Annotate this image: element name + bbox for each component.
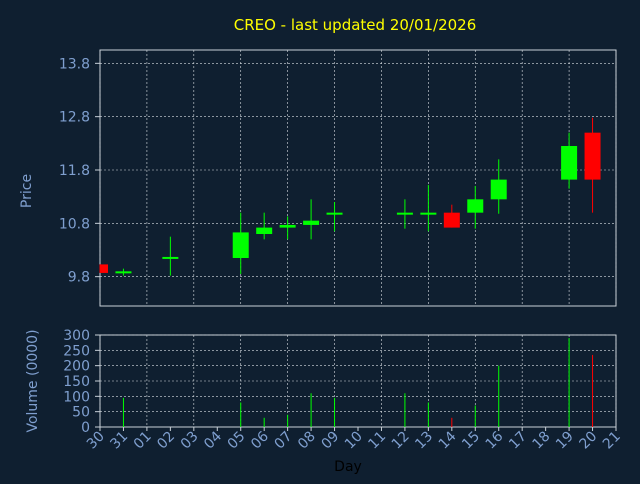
volume-tick-label: 50: [72, 405, 90, 421]
x-tick-label: 10: [342, 429, 366, 453]
x-tick-label: 16: [483, 428, 507, 452]
candle-body: [326, 212, 343, 215]
chart-title: CREO - last updated 20/01/2026: [234, 16, 477, 34]
x-tick-label: 21: [600, 429, 624, 453]
price-tick-label: 11.8: [59, 163, 90, 179]
candle-body: [490, 179, 507, 200]
x-tick-label: 01: [131, 429, 155, 453]
candle-body: [279, 224, 296, 228]
candle-body: [162, 256, 179, 259]
candle-body: [561, 146, 578, 180]
x-tick-label: 14: [436, 428, 460, 452]
candle-body: [115, 271, 132, 274]
x-tick-label: 15: [459, 429, 483, 453]
volume-tick-label: 200: [63, 359, 90, 375]
x-tick-label: 07: [272, 429, 296, 453]
price-tick-label: 13.8: [59, 56, 90, 72]
x-tick-label: 19: [553, 429, 577, 453]
x-tick-label: 31: [107, 429, 131, 453]
x-tick-label: 12: [389, 429, 413, 453]
volume-axis-label: Volume (0000): [25, 329, 41, 432]
x-tick-label: 09: [318, 429, 342, 453]
x-tick-label: 11: [365, 429, 389, 453]
price-plot-frame: [99, 49, 617, 307]
candle-body: [420, 212, 437, 215]
volume-tick-label: 150: [63, 374, 90, 390]
candle-body: [232, 232, 249, 258]
candle-body: [100, 264, 108, 273]
x-tick-label: 17: [506, 429, 530, 453]
x-axis-label: Day: [334, 459, 362, 475]
volume-tick-label: 300: [63, 328, 90, 344]
x-tick-label: 03: [178, 429, 202, 453]
x-tick-label: 05: [225, 429, 249, 453]
x-tick-label: 06: [248, 428, 272, 452]
candle-body: [303, 220, 320, 225]
price-panel: 9.8 10.8 11.8 12.8 13.8: [59, 49, 617, 307]
volume-tick-label: 250: [63, 343, 90, 359]
volume-tick-label: 0: [81, 420, 90, 436]
candle-body: [256, 227, 273, 234]
x-tick-label: 13: [412, 429, 436, 453]
x-tick-label: 04: [201, 428, 225, 452]
candle-body: [443, 212, 460, 228]
candle-body: [467, 199, 484, 213]
price-axis-label: Price: [19, 174, 35, 208]
x-tick-label: 08: [295, 429, 319, 453]
x-tick-labels: 30 31 01 02 03 04 05 06 07 08 09 10 11 12 13 14 15 16 17 18…: [84, 427, 624, 452]
price-tick-label: 12.8: [59, 110, 90, 126]
candle-body: [396, 212, 413, 215]
price-tick-label: 10.8: [59, 216, 90, 232]
price-tick-label: 9.8: [68, 270, 90, 286]
candle-body: [584, 132, 601, 180]
volume-tick-label: 100: [63, 389, 90, 405]
x-tick-label: 18: [530, 429, 554, 453]
x-tick-label: 20: [576, 429, 600, 453]
x-tick-label: 02: [154, 429, 178, 453]
